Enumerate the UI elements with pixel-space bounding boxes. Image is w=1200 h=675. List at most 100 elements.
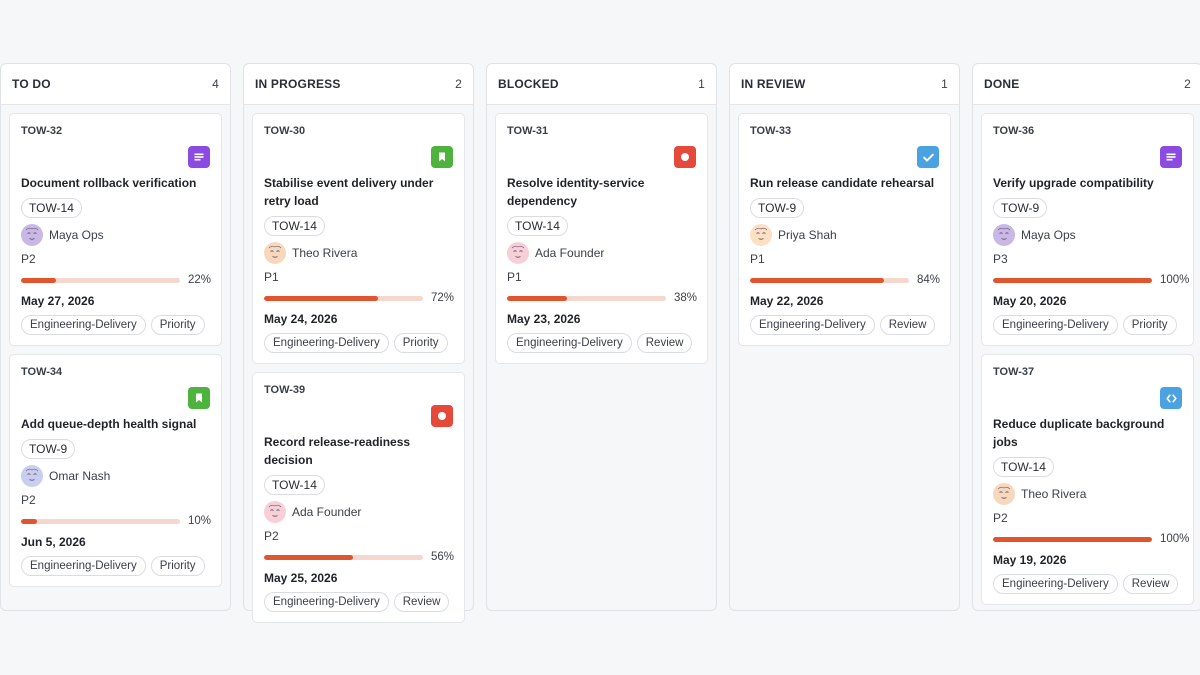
theo-avatar xyxy=(993,483,1015,505)
parent-issue-tag[interactable]: TOW-14 xyxy=(21,198,82,218)
assignee-name: Omar Nash xyxy=(49,469,111,483)
label-chip[interactable]: Engineering-Delivery xyxy=(21,315,146,335)
column-body: TOW-31 Resolve identity-service dependenc… xyxy=(487,105,716,364)
column-done: DONE 2 TOW-36 Verify upgrade compatibility T… xyxy=(972,63,1200,611)
progress-percent: 72% xyxy=(431,292,455,304)
label-chip[interactable]: Engineering-Delivery xyxy=(750,315,875,335)
issue-type-row xyxy=(264,405,453,429)
label-chip[interactable]: Review xyxy=(393,592,450,612)
issue-title[interactable]: Run release candidate rehearsal xyxy=(750,176,935,190)
issue-type-row xyxy=(21,387,210,411)
progress-percent: 56% xyxy=(431,551,455,563)
issue-card[interactable]: TOW-37 Reduce duplicate background jobs TO… xyxy=(981,354,1194,605)
assignee: Theo Rivera xyxy=(993,483,1182,505)
label-chip[interactable]: Engineering-Delivery xyxy=(264,592,389,612)
label-chip[interactable]: Engineering-Delivery xyxy=(993,574,1118,594)
assignee-name: Ada Founder xyxy=(535,246,605,260)
label-chip[interactable]: Review xyxy=(879,315,936,335)
priority-value: P2 xyxy=(21,252,36,266)
assignee: Priya Shah xyxy=(750,224,939,246)
progress-percent: 38% xyxy=(674,292,698,304)
column-body: TOW-36 Verify upgrade compatibility TOW-9 M… xyxy=(973,105,1200,605)
issue-card[interactable]: TOW-33 Run release candidate rehearsal TOW… xyxy=(738,113,951,346)
label-chip[interactable]: Engineering-Delivery xyxy=(264,333,389,353)
column-in-progress: IN PROGRESS 2 TOW-30 Stabilise event delive… xyxy=(243,63,474,623)
issue-title[interactable]: Document rollback verification xyxy=(21,176,197,190)
issue-title[interactable]: Verify upgrade compatibility xyxy=(993,176,1154,190)
issue-key[interactable]: TOW-33 xyxy=(750,125,792,137)
progress-percent: 22% xyxy=(188,274,212,286)
priority-value: P1 xyxy=(750,252,765,266)
column-todo: TO DO 4 TOW-32 Document rollback verificati… xyxy=(0,63,231,611)
due-date: May 24, 2026 xyxy=(264,312,338,326)
ada-avatar xyxy=(507,242,529,264)
issue-key[interactable]: TOW-32 xyxy=(21,125,63,137)
column-blocked: BLOCKED 1 TOW-31 Resolve identity-service d… xyxy=(486,63,717,611)
issue-title[interactable]: Resolve identity-service dependency xyxy=(507,176,645,208)
label-chip[interactable]: Priority xyxy=(1122,315,1177,335)
label-chip[interactable]: Priority xyxy=(150,556,205,576)
label-chip[interactable]: Review xyxy=(1122,574,1179,594)
issue-key[interactable]: TOW-39 xyxy=(264,384,306,396)
label-list: Engineering-Delivery Review xyxy=(264,592,453,612)
story-icon xyxy=(188,146,210,168)
label-chip[interactable]: Priority xyxy=(393,333,448,353)
label-list: Engineering-Delivery Review xyxy=(507,333,696,353)
label-chip[interactable]: Engineering-Delivery xyxy=(507,333,632,353)
assignee: Maya Ops xyxy=(993,224,1182,246)
due-date: May 20, 2026 xyxy=(993,294,1067,308)
priority-value: P1 xyxy=(507,270,522,284)
issue-title[interactable]: Stabilise event delivery under retry loa… xyxy=(264,176,434,208)
issue-key[interactable]: TOW-31 xyxy=(507,125,549,137)
column-header: IN PROGRESS 2 xyxy=(244,64,473,105)
column-count: 2 xyxy=(1184,77,1191,91)
progress-row: 56% xyxy=(264,550,455,564)
issue-type-row xyxy=(21,146,210,170)
issue-card[interactable]: TOW-31 Resolve identity-service dependenc… xyxy=(495,113,708,364)
issue-title[interactable]: Reduce duplicate background jobs xyxy=(993,417,1165,449)
parent-issue-tag[interactable]: TOW-14 xyxy=(264,216,325,236)
label-chip[interactable]: Priority xyxy=(150,315,205,335)
theo-avatar xyxy=(264,242,286,264)
issue-key[interactable]: TOW-30 xyxy=(264,125,306,137)
progress-percent: 100% xyxy=(1160,533,1190,545)
assignee-name: Ada Founder xyxy=(292,505,362,519)
issue-title[interactable]: Record release-readiness decision xyxy=(264,435,411,467)
column-count: 2 xyxy=(455,77,462,91)
parent-issue-tag[interactable]: TOW-9 xyxy=(750,198,805,218)
column-title: DONE xyxy=(984,77,1020,91)
column-body: TOW-33 Run release candidate rehearsal TOW… xyxy=(730,105,959,346)
parent-issue-tag[interactable]: TOW-14 xyxy=(507,216,568,236)
label-list: Engineering-Delivery Priority xyxy=(21,556,210,576)
issue-key[interactable]: TOW-36 xyxy=(993,125,1035,137)
parent-tag-wrap: TOW-14 xyxy=(264,469,453,495)
label-list: Engineering-Delivery Review xyxy=(993,574,1182,594)
issue-card[interactable]: TOW-36 Verify upgrade compatibility TOW-9 M… xyxy=(981,113,1194,346)
parent-tag-wrap: TOW-9 xyxy=(993,192,1182,218)
parent-tag-wrap: TOW-9 xyxy=(21,433,210,459)
parent-issue-tag[interactable]: TOW-9 xyxy=(993,198,1048,218)
issue-card[interactable]: TOW-34 Add queue-depth health signal TOW-9… xyxy=(9,354,222,587)
label-chip[interactable]: Engineering-Delivery xyxy=(993,315,1118,335)
parent-issue-tag[interactable]: TOW-14 xyxy=(993,457,1054,477)
task-icon xyxy=(917,146,939,168)
assignee-name: Priya Shah xyxy=(778,228,837,242)
label-chip[interactable]: Engineering-Delivery xyxy=(21,556,146,576)
issue-card[interactable]: TOW-32 Document rollback verification TOW-… xyxy=(9,113,222,346)
label-chip[interactable]: Review xyxy=(636,333,693,353)
issue-title[interactable]: Add queue-depth health signal xyxy=(21,417,197,431)
issue-card[interactable]: TOW-39 Record release-readiness decision T… xyxy=(252,372,465,623)
priority-value: P2 xyxy=(264,529,279,543)
priority-value: P2 xyxy=(21,493,36,507)
parent-issue-tag[interactable]: TOW-9 xyxy=(21,439,76,459)
issue-key[interactable]: TOW-37 xyxy=(993,366,1035,378)
progress-row: 84% xyxy=(750,273,940,287)
issue-key[interactable]: TOW-34 xyxy=(21,366,63,378)
progress-row: 100% xyxy=(993,532,1190,546)
progress-fill xyxy=(993,277,1152,283)
issue-type-row xyxy=(264,146,453,170)
parent-issue-tag[interactable]: TOW-14 xyxy=(264,475,325,495)
progress-bar xyxy=(21,277,180,283)
story-icon xyxy=(1160,146,1182,168)
issue-card[interactable]: TOW-30 Stabilise event delivery under ret… xyxy=(252,113,465,364)
